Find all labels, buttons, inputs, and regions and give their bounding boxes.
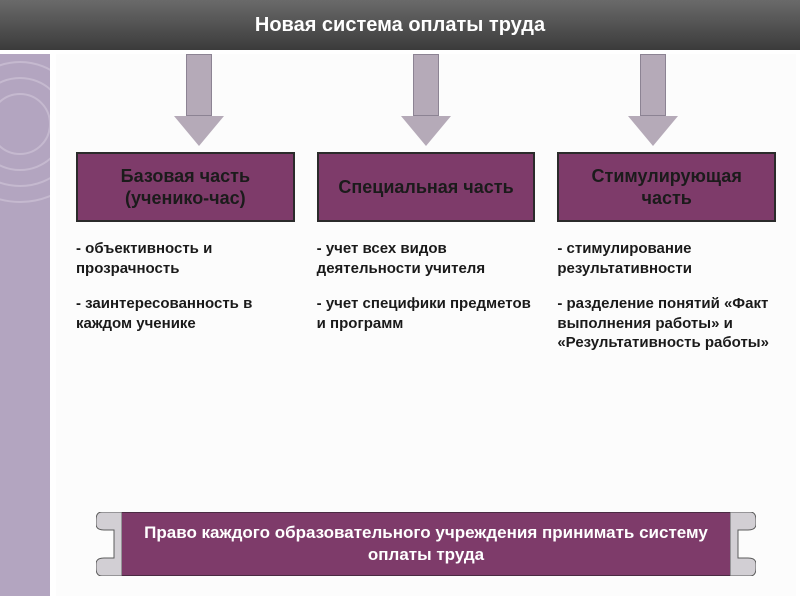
- concept-box-base: Базовая часть (ученико-час): [76, 152, 295, 222]
- concept-title: Специальная часть: [338, 176, 513, 199]
- details-col-incentive: - стимулирование результативности - разд…: [557, 239, 776, 369]
- arrow-down-icon: [174, 54, 224, 149]
- detail-item: - учет всех видов деятельности учителя: [317, 239, 536, 278]
- detail-item: - учет специфики предметов и программ: [317, 294, 536, 333]
- details-col-base: - объективность и прозрачность - заинтер…: [76, 239, 295, 369]
- concept-boxes-row: Базовая часть (ученико-час) Специальная …: [56, 152, 796, 222]
- page-title: Новая система оплаты труда: [255, 14, 545, 37]
- footer-banner: Право каждого образовательного учреждени…: [96, 512, 756, 576]
- footer-text: Право каждого образовательного учреждени…: [130, 522, 722, 566]
- concept-box-special: Специальная часть: [317, 152, 536, 222]
- sidebar-decoration: [0, 54, 50, 596]
- arrow-down-icon: [401, 54, 451, 149]
- detail-item: - объективность и прозрачность: [76, 239, 295, 278]
- details-row: - объективность и прозрачность - заинтер…: [56, 239, 796, 369]
- concept-title: Стимулирующая часть: [565, 165, 768, 210]
- detail-item: - стимулирование результативности: [557, 239, 776, 278]
- details-col-special: - учет всех видов деятельности учителя -…: [317, 239, 536, 369]
- concept-box-incentive: Стимулирующая часть: [557, 152, 776, 222]
- concept-title: Базовая часть (ученико-час): [84, 165, 287, 210]
- header-band: Новая система оплаты труда: [0, 0, 800, 50]
- detail-item: - разделение понятий «Факт выполнения ра…: [557, 294, 776, 353]
- scroll-right-icon: [730, 512, 756, 576]
- footer-center: Право каждого образовательного учреждени…: [122, 512, 730, 576]
- arrows-row: [56, 54, 796, 149]
- scroll-left-icon: [96, 512, 122, 576]
- detail-item: - заинтересованность в каждом ученике: [76, 294, 295, 333]
- swirl-icon: [0, 54, 50, 254]
- arrow-down-icon: [628, 54, 678, 149]
- content-area: Базовая часть (ученико-час) Специальная …: [56, 54, 796, 596]
